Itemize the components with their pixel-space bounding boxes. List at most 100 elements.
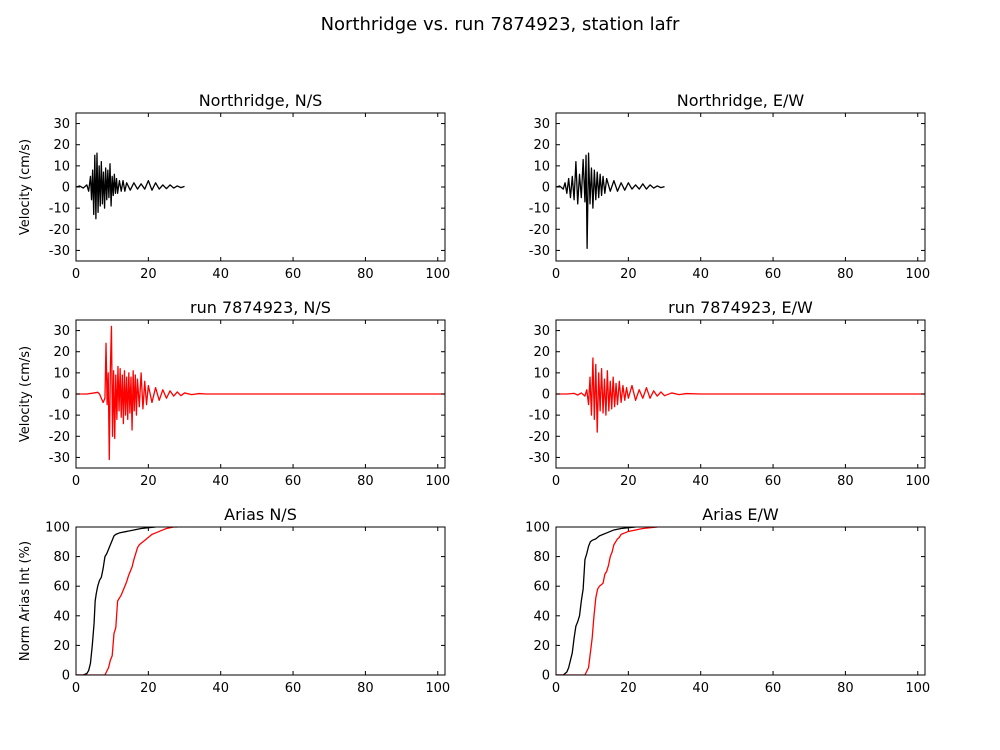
- sim-ew-ytick-label: -20: [529, 430, 550, 445]
- sim-ew-ytick-label: -30: [529, 451, 550, 466]
- obs-ns-xtick-label: 100: [425, 267, 450, 282]
- obs-ew-ytick-label: -30: [529, 244, 550, 259]
- obs-ew-xtick-label: 0: [552, 267, 560, 282]
- sim-ew-ytick-label: 20: [533, 345, 550, 360]
- arias-ns-ytick-label: 20: [53, 639, 70, 654]
- obs-ns-xtick-label: 60: [285, 267, 302, 282]
- arias-ew-ytick-label: 80: [533, 550, 550, 565]
- obs-ew-ytick-label: -10: [529, 202, 550, 217]
- arias-ew-ytick-label: 20: [533, 639, 550, 654]
- obs-ew-ytick-label: -20: [529, 223, 550, 238]
- sim-ns-ylabel: Velocity (cm/s): [18, 346, 33, 442]
- arias-ns-ytick-label: 40: [53, 609, 70, 624]
- sim-ns-xtick-label: 40: [212, 474, 229, 489]
- obs-ew-title: Northridge, E/W: [677, 91, 805, 110]
- arias-ns-xtick-label: 80: [357, 681, 374, 696]
- sim-ew-ytick-label: 10: [533, 366, 550, 381]
- sim-ns-xtick-label: 0: [72, 474, 80, 489]
- arias-ew-ytick-label: 100: [525, 521, 550, 536]
- arias-ew-ytick-label: 60: [533, 580, 550, 595]
- sim-ns-ytick-label: -10: [49, 409, 70, 424]
- arias-ew-xtick-label: 40: [692, 681, 709, 696]
- figure-title: Northridge vs. run 7874923, station lafr: [321, 14, 680, 35]
- obs-ew-series-0: [556, 152, 665, 249]
- sim-ns-ytick-label: 20: [53, 345, 70, 360]
- sim-ew-xtick-label: 40: [692, 474, 709, 489]
- arias-ns-ytick-label: 0: [62, 669, 70, 684]
- arias-ns-xtick-label: 100: [425, 681, 450, 696]
- sim-ns-ytick-label: 10: [53, 366, 70, 381]
- panel-sim-ns: 0 20 40 60 80 100 -30 -20 -10 0 10 20 30 run 7874923,…: [18, 298, 450, 489]
- panel-arias-ns: 0 20 40 60 80 100 0 20 40 60 80 100 Arias N/S Norm Ar…: [18, 505, 450, 696]
- arias-ns-ytick-label: 100: [45, 521, 70, 536]
- sim-ew-xtick-label: 20: [620, 474, 637, 489]
- obs-ew-xtick-label: 100: [905, 267, 930, 282]
- obs-ns-ylabel: Velocity (cm/s): [18, 139, 33, 235]
- sim-ns-xtick-label: 80: [357, 474, 374, 489]
- sim-ew-ytick-label: 0: [542, 388, 550, 403]
- obs-ew-ytick-label: 20: [533, 138, 550, 153]
- obs-ns-xtick-label: 80: [357, 267, 374, 282]
- sim-ns-xtick-label: 100: [425, 474, 450, 489]
- sim-ew-xtick-label: 0: [552, 474, 560, 489]
- arias-ew-ytick-label: 0: [542, 669, 550, 684]
- obs-ew-xtick-label: 40: [692, 267, 709, 282]
- arias-ns-series-0: [76, 527, 156, 675]
- sim-ns-ytick-label: -20: [49, 430, 70, 445]
- obs-ns-ytick-label: 30: [53, 117, 70, 132]
- arias-ns-ylabel: Norm Arias Int (%): [18, 541, 33, 661]
- arias-ns-series-1: [76, 527, 178, 675]
- arias-ew-series-1: [556, 527, 658, 675]
- arias-ew-xtick-label: 20: [620, 681, 637, 696]
- arias-ns-title: Arias N/S: [224, 505, 297, 524]
- sim-ns-ytick-label: -30: [49, 451, 70, 466]
- sim-ew-xtick-label: 100: [905, 474, 930, 489]
- sim-ns-ytick-label: 0: [62, 388, 70, 403]
- arias-ew-xtick-label: 0: [552, 681, 560, 696]
- obs-ns-series-0: [76, 152, 185, 220]
- arias-ns-axes-frame: [75, 526, 446, 676]
- sim-ns-ytick-label: 30: [53, 324, 70, 339]
- sim-ew-xtick-label: 80: [837, 474, 854, 489]
- arias-ew-xtick-label: 100: [905, 681, 930, 696]
- arias-ew-series-0: [556, 527, 636, 675]
- obs-ns-xtick-label: 20: [140, 267, 157, 282]
- obs-ns-ytick-label: 0: [62, 181, 70, 196]
- panel-obs-ns: 0 20 40 60 80 100 -30 -20 -10 0 10 20 30 Northridge, …: [18, 91, 450, 282]
- arias-ns-xtick-label: 40: [212, 681, 229, 696]
- obs-ns-ytick-label: 20: [53, 138, 70, 153]
- obs-ns-xtick-label: 40: [212, 267, 229, 282]
- sim-ns-xtick-label: 60: [285, 474, 302, 489]
- obs-ns-title: Northridge, N/S: [199, 91, 323, 110]
- obs-ns-ytick-label: -30: [49, 244, 70, 259]
- obs-ew-ytick-label: 30: [533, 117, 550, 132]
- arias-ns-ytick-label: 60: [53, 580, 70, 595]
- arias-ew-xtick-label: 80: [837, 681, 854, 696]
- sim-ew-xtick-label: 60: [765, 474, 782, 489]
- arias-ew-ytick-label: 40: [533, 609, 550, 624]
- obs-ew-xtick-label: 80: [837, 267, 854, 282]
- obs-ns-ytick-label: -20: [49, 223, 70, 238]
- obs-ns-ytick-label: 10: [53, 159, 70, 174]
- sim-ew-ytick-label: -10: [529, 409, 550, 424]
- arias-ew-xtick-label: 60: [765, 681, 782, 696]
- arias-ew-title: Arias E/W: [702, 505, 779, 524]
- sim-ns-series-0: [76, 325, 445, 461]
- sim-ew-title: run 7874923, E/W: [668, 298, 813, 317]
- sim-ns-xtick-label: 20: [140, 474, 157, 489]
- sim-ns-title: run 7874923, N/S: [190, 298, 331, 317]
- panels: 0 20 40 60 80 100-30-20-100102030Northridge, …: [18, 91, 930, 696]
- arias-ew-axes-frame: [555, 526, 926, 676]
- panel-obs-ew: 0 20 40 60 80 100 -30 -20 -10 0 10 20 30 Northridge, …: [529, 91, 930, 282]
- arias-ns-xtick-label: 0: [72, 681, 80, 696]
- obs-ew-ytick-label: 10: [533, 159, 550, 174]
- arias-ns-xtick-label: 20: [140, 681, 157, 696]
- obs-ns-ytick-label: -10: [49, 202, 70, 217]
- obs-ew-xtick-label: 60: [765, 267, 782, 282]
- sim-ew-ytick-label: 30: [533, 324, 550, 339]
- panel-sim-ew: 0 20 40 60 80 100 -30 -20 -10 0 10 20 30 run 7874923,…: [529, 298, 930, 489]
- obs-ew-xtick-label: 20: [620, 267, 637, 282]
- obs-ew-ytick-label: 0: [542, 181, 550, 196]
- panel-arias-ew: 0 20 40 60 80 100 0 20 40 60 80 100 Arias E/W: [525, 505, 930, 696]
